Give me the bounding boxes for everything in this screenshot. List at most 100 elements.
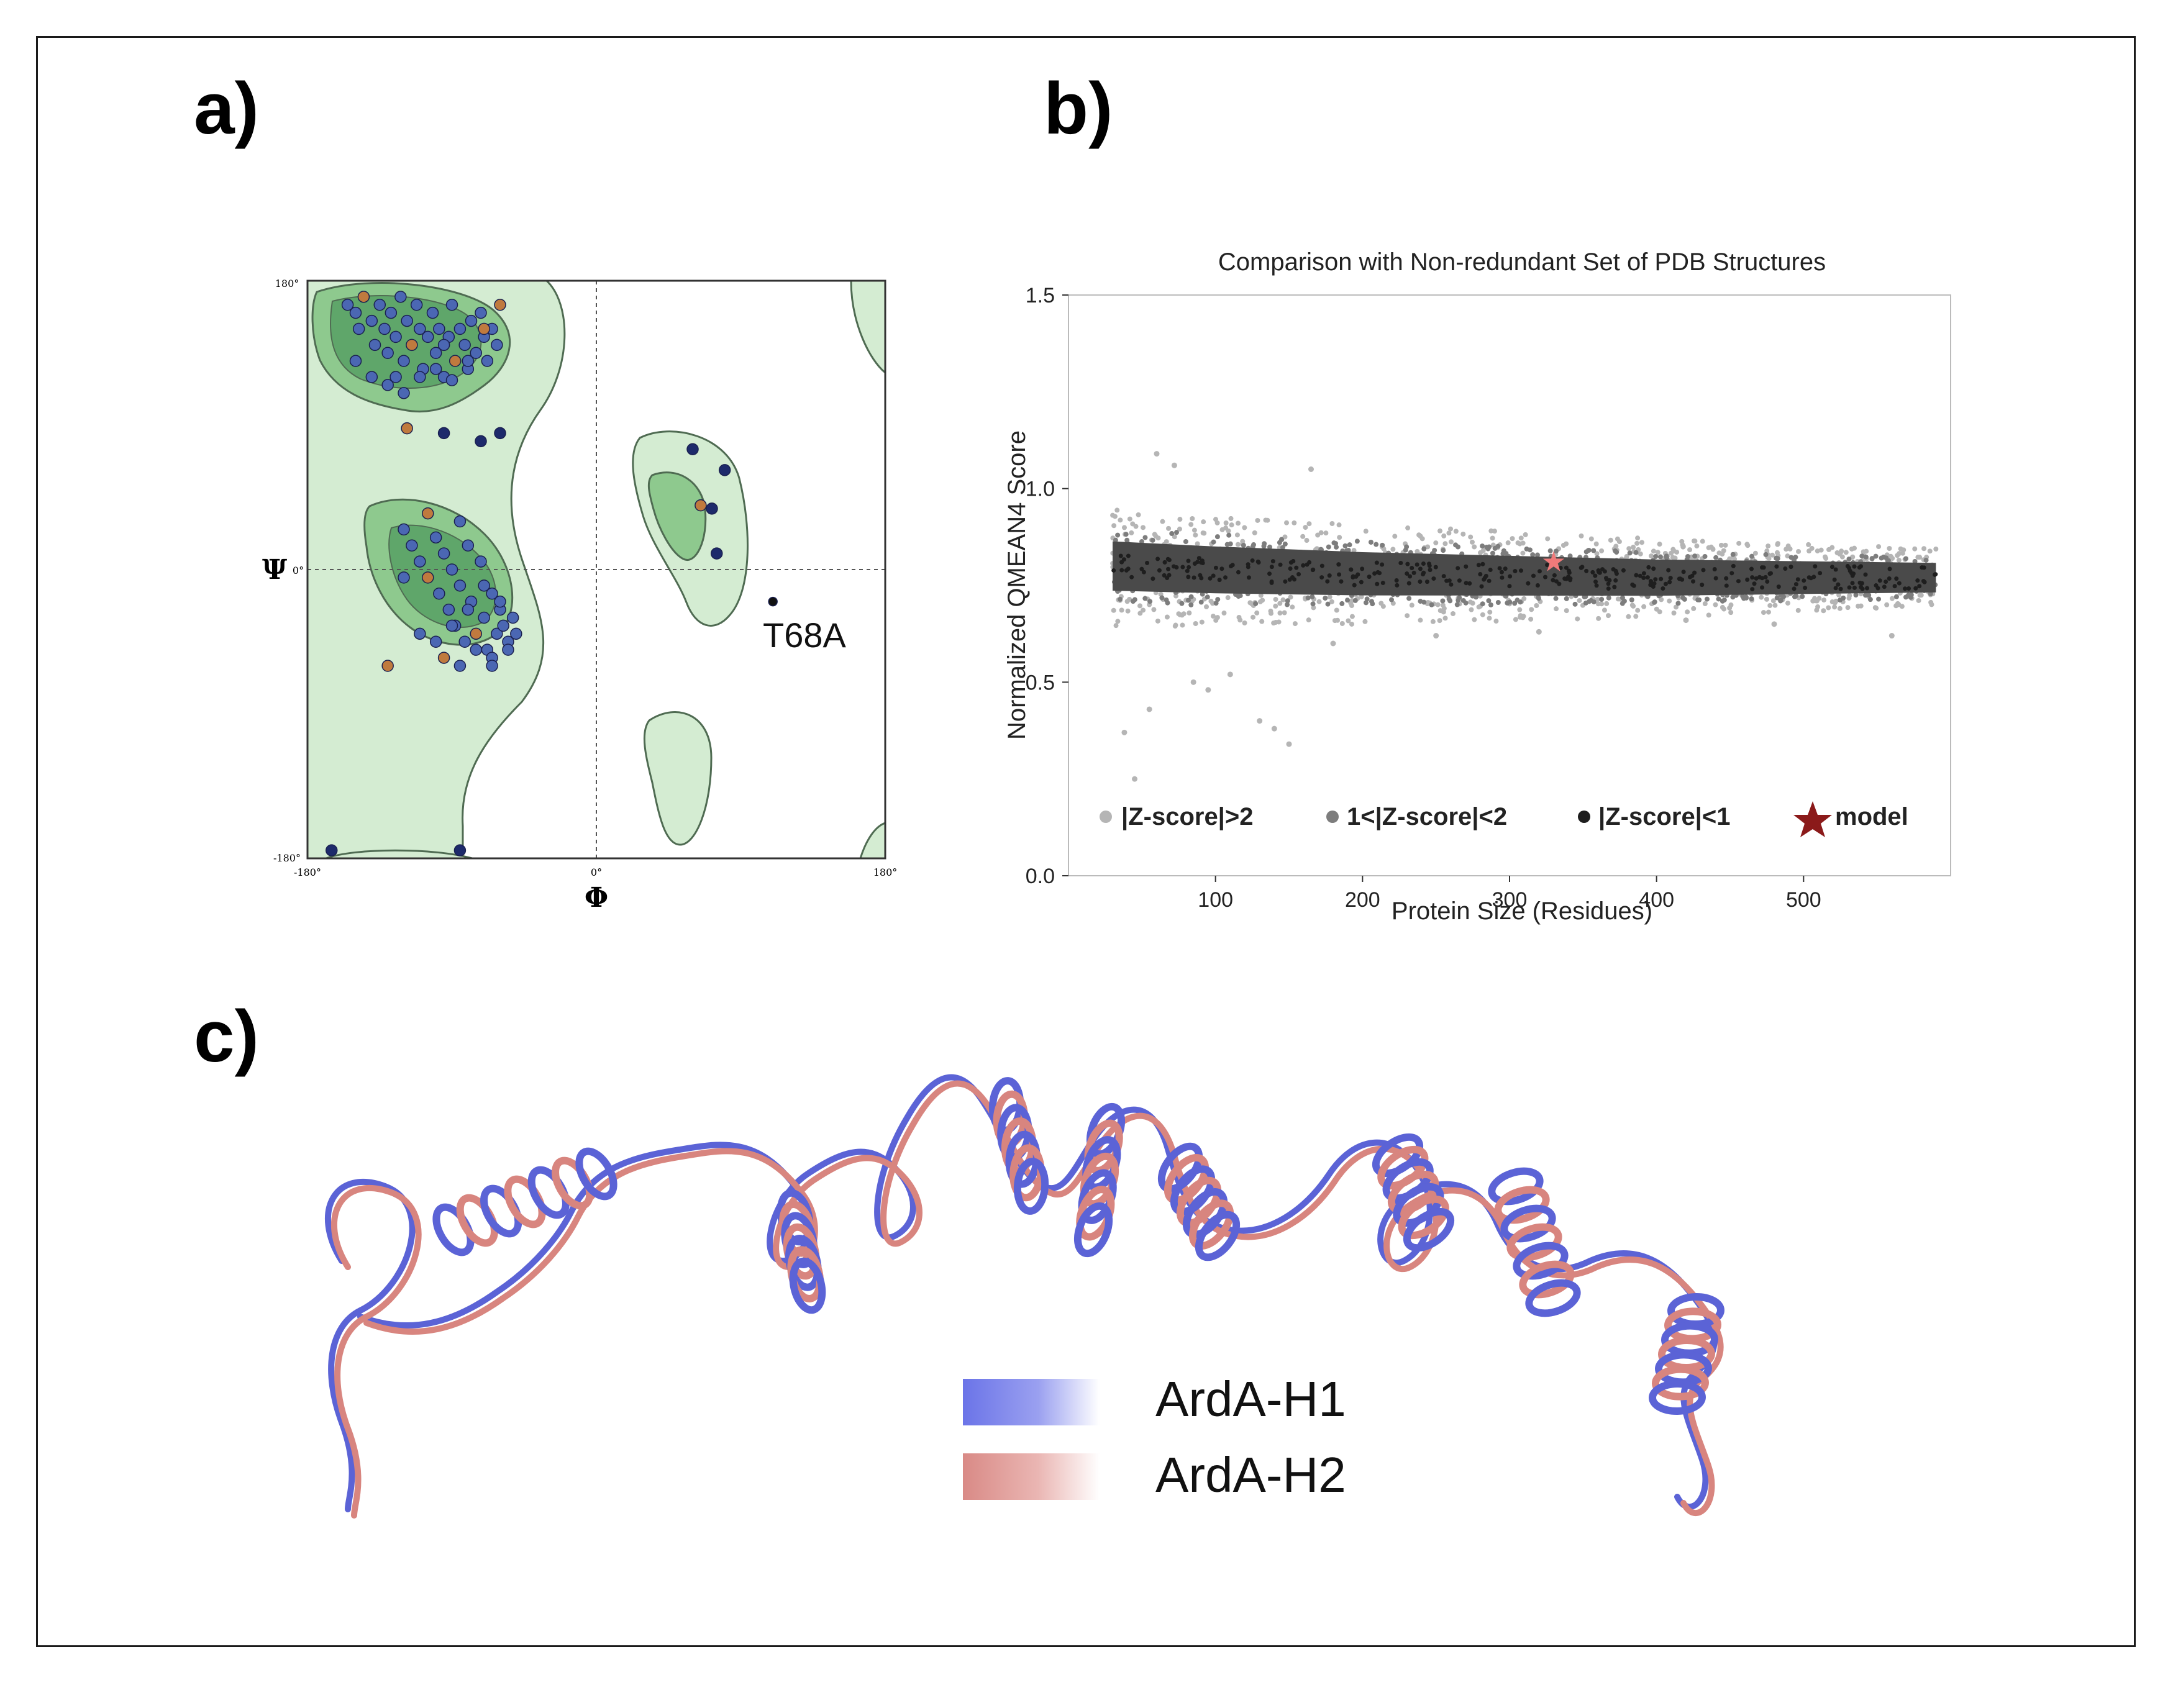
qmean-point-z-lt1	[1283, 579, 1288, 584]
qmean-point-z-gt2	[1390, 547, 1396, 552]
qmean-point-z-lt1	[1269, 579, 1274, 584]
rama-point	[341, 299, 354, 311]
rama-point	[398, 387, 410, 399]
qmean-point-z-lt1	[1594, 583, 1599, 588]
legend-label-z-1-2: 1<|Z-score|<2	[1347, 803, 1507, 830]
qmean-point-z-1-2	[1241, 543, 1246, 548]
qmean-outlier	[1171, 462, 1177, 468]
qmean-point-z-1-2	[1285, 602, 1290, 607]
qmean-point-z-gt2	[1177, 517, 1183, 522]
qmean-point-z-gt2	[1604, 601, 1610, 606]
qmean-point-z-lt1	[1162, 560, 1167, 565]
qmean-point-z-lt1	[1621, 568, 1626, 573]
qmean-point-z-lt1	[1852, 564, 1857, 569]
qmean-point-z-lt1	[1119, 560, 1124, 565]
qmean-point-z-lt1	[1208, 576, 1213, 581]
qmean-point-z-lt1	[1712, 567, 1717, 572]
qmean-point-z-1-2	[1188, 602, 1194, 607]
rama-point	[478, 322, 490, 335]
qmean-outlier	[1271, 725, 1277, 732]
qmean-point-z-gt2	[1164, 614, 1170, 620]
qmean-point-z-gt2	[1201, 519, 1206, 525]
rama-point	[398, 355, 410, 367]
qmean-point-z-1-2	[1591, 548, 1597, 553]
qmean-point-z-lt1	[1750, 575, 1755, 580]
qmean-point-z-lt1	[1270, 559, 1275, 564]
qmean-point-z-lt1	[1186, 558, 1191, 563]
helix-coils	[432, 1077, 1724, 1415]
qmean-point-z-gt2	[1155, 535, 1161, 541]
qmean-point-z-gt2	[1433, 540, 1439, 546]
qmean-point-z-gt2	[1191, 527, 1197, 533]
qmean-point-z-gt2	[1247, 600, 1253, 606]
qmean-point-z-lt1	[1578, 565, 1583, 570]
qmean-point-z-gt2	[1595, 596, 1600, 602]
qmean-point-z-1-2	[1474, 594, 1479, 600]
qmean-point-z-1-2	[1657, 554, 1663, 560]
qmean-point-z-gt2	[1177, 526, 1182, 532]
qmean-point-z-1-2	[1903, 556, 1908, 561]
qmean-point-z-lt1	[1593, 573, 1598, 578]
legend-swatch-h1	[963, 1379, 1100, 1425]
qmean-point-z-gt2	[1616, 539, 1622, 545]
qmean-point-z-lt1	[1380, 581, 1385, 586]
qmean-point-z-gt2	[1329, 521, 1335, 527]
qmean-point-z-gt2	[1727, 605, 1733, 611]
qmean-point-z-lt1	[1111, 568, 1116, 573]
qmean-point-z-gt2	[1362, 619, 1368, 624]
qmean-outlier	[1433, 633, 1439, 639]
qmean-point-z-lt1	[1754, 576, 1759, 581]
qmean-model-star	[1542, 551, 1565, 571]
qmean-point-z-1-2	[1713, 555, 1719, 560]
qmean-point-z-lt1	[1444, 578, 1449, 583]
qmean-point-z-1-2	[1460, 597, 1466, 603]
qmean-point-z-gt2	[1255, 517, 1260, 523]
rama-point	[706, 502, 718, 515]
qmean-point-z-1-2	[1695, 597, 1701, 602]
qmean-point-z-1-2	[1441, 548, 1446, 553]
qmean-point-z-lt1	[1667, 579, 1672, 584]
qmean-point-z-1-2	[1664, 555, 1670, 561]
qmean-point-z-lt1	[1749, 566, 1754, 571]
qmean-point-z-1-2	[1342, 543, 1348, 548]
qmean-point-z-gt2	[1269, 611, 1274, 616]
qmean-point-z-gt2	[1613, 543, 1619, 549]
qmean-point-z-1-2	[1380, 542, 1385, 548]
qmean-point-z-1-2	[1705, 596, 1710, 602]
qmean-outlier	[1190, 679, 1196, 685]
qmean-point-z-lt1	[1630, 582, 1635, 587]
qmean-point-z-gt2	[1124, 599, 1130, 604]
qmean-point-z-gt2	[1687, 547, 1693, 553]
qmean-point-z-lt1	[1568, 578, 1573, 583]
qmean-point-z-lt1	[1646, 565, 1651, 570]
qmean-point-z-lt1	[1165, 576, 1170, 581]
qmean-point-z-lt1	[1651, 566, 1656, 571]
qmean-point-z-1-2	[1572, 601, 1578, 607]
qmean-point-z-1-2	[1720, 598, 1725, 604]
qmean-point-z-lt1	[1792, 586, 1797, 591]
rama-point	[494, 595, 506, 608]
qmean-point-z-1-2	[1702, 553, 1708, 559]
qmean-point-z-gt2	[1469, 539, 1475, 545]
rama-point	[711, 547, 723, 560]
rama-point	[414, 627, 426, 640]
qmean-point-z-gt2	[1236, 520, 1241, 526]
qmean-point-z-lt1	[1185, 568, 1190, 573]
qmean-point-z-gt2	[1258, 593, 1264, 598]
qmean-point-z-lt1	[1882, 584, 1887, 589]
qmean-point-z-gt2	[1513, 617, 1518, 622]
qmean-point-z-1-2	[1480, 601, 1485, 607]
qmean-point-z-gt2	[1629, 602, 1635, 608]
qmean-point-z-gt2	[1657, 542, 1662, 547]
qmean-point-z-1-2	[1115, 532, 1121, 538]
rama-point	[491, 338, 503, 352]
qmean-point-z-gt2	[1193, 532, 1198, 538]
rama-point	[453, 579, 467, 592]
qmean-point-z-gt2	[1635, 607, 1641, 613]
qmean-point-z-lt1	[1349, 567, 1354, 572]
qmean-point-z-lt1	[1552, 573, 1557, 578]
qmean-point-z-gt2	[1518, 535, 1524, 541]
rama-point	[426, 306, 439, 319]
qmean-point-z-lt1	[1457, 578, 1462, 583]
qmean-point-z-1-2	[1881, 554, 1887, 560]
